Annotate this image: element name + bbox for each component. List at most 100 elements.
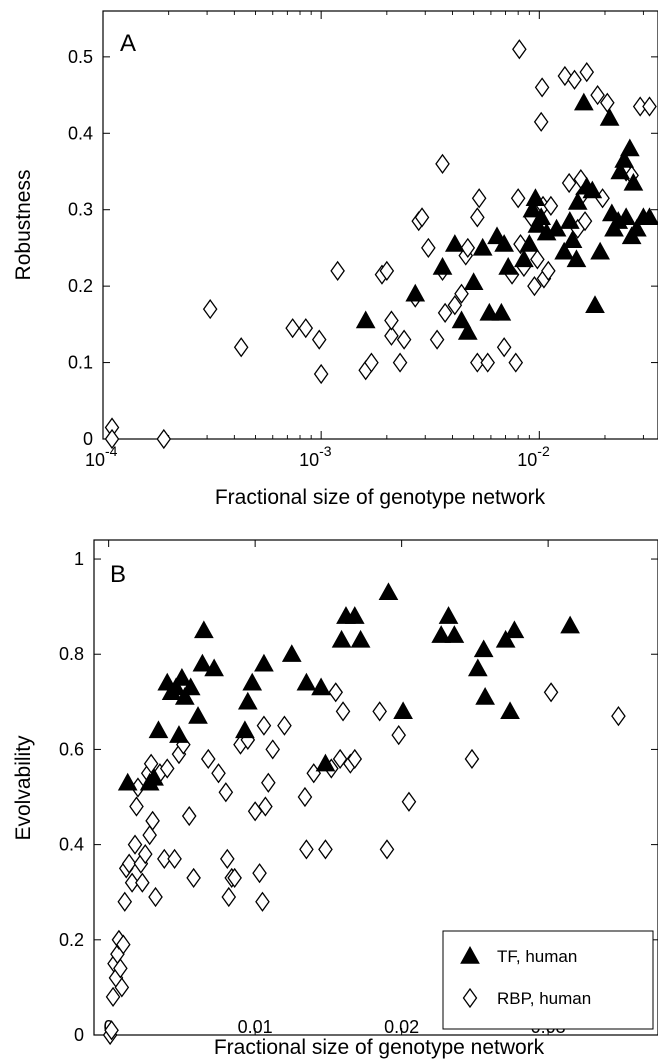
rbp-point-a	[561, 172, 577, 194]
rbp-point-b	[372, 701, 387, 722]
y-tick-label-b: 0.4	[59, 835, 84, 855]
rbp-point-a	[414, 207, 430, 228]
rbp-point-a	[642, 96, 657, 117]
rbp-point-a	[480, 352, 496, 373]
rbp-point-b	[200, 748, 216, 770]
tf-point-a	[514, 249, 534, 268]
rbp-point-b	[105, 986, 121, 1008]
tf-point-b	[169, 725, 189, 743]
rbp-point-a	[534, 77, 550, 98]
tf-point-b	[393, 701, 413, 720]
tf-point-b	[166, 677, 186, 696]
panel-letter-b: B	[110, 561, 126, 588]
y-tick-label-a: 0	[83, 429, 93, 449]
rbp-point-a	[435, 153, 450, 174]
rbp-point-b	[145, 810, 160, 831]
rbp-point-a	[233, 337, 249, 358]
rbp-point-a	[364, 352, 379, 373]
rbp-point-a	[530, 249, 545, 270]
rbp-point-a	[396, 329, 412, 350]
rbp-point-b	[218, 782, 234, 803]
tf-point-a	[522, 199, 543, 218]
legend-diamond-icon	[462, 987, 478, 1009]
rbp-point-b	[347, 748, 363, 770]
tf-point-b	[344, 606, 365, 624]
tf-point-b	[475, 687, 495, 705]
y-tick-label-b: 1	[74, 549, 84, 569]
y-tick-label-b: 0.8	[59, 644, 84, 664]
tf-point-b	[180, 677, 201, 696]
y-tick-label-a: 0.1	[68, 353, 93, 373]
rbp-point-b	[391, 725, 407, 746]
rbp-point-a	[298, 318, 314, 339]
y-axis-a: 0 0.1 0.2 0.3 0.4 0.5	[68, 47, 658, 449]
rbp-point-b	[261, 772, 276, 793]
tf-point-b	[235, 720, 255, 739]
rbp-point-a	[496, 337, 512, 358]
rbp-point-a	[392, 352, 408, 373]
legend-marker-tf	[460, 945, 480, 964]
rbp-point-a	[454, 283, 469, 304]
rbp-point-b	[159, 758, 175, 779]
tf-point-b	[281, 644, 302, 662]
rbp-point-b	[124, 872, 140, 893]
rbp-point-b	[115, 934, 131, 955]
rbp-point-a	[311, 329, 327, 350]
tf-point-a	[472, 237, 493, 256]
rbp-point-a	[541, 260, 556, 281]
rbp-point-a	[590, 84, 605, 106]
rbp-point-a	[285, 318, 300, 339]
rbp-point-b	[221, 886, 237, 908]
rbp-point-a	[510, 188, 526, 209]
tf-point-b	[560, 615, 580, 634]
rbp-point-a	[567, 69, 582, 90]
tf-point-a	[405, 283, 426, 302]
x-axis-label-b: Fractional size of genotype network	[214, 1036, 545, 1059]
rbp-point-b	[137, 844, 153, 865]
tf-point-a	[627, 218, 647, 237]
rbp-point-b	[157, 848, 172, 870]
rbp-point-b	[148, 886, 163, 908]
rbp-point-b	[252, 863, 267, 884]
tf-point-b	[144, 767, 164, 786]
tf-point-a	[451, 310, 472, 329]
tf-point-b	[242, 672, 263, 691]
tf-point-a	[610, 161, 631, 180]
legend-marker-rbp	[462, 987, 478, 1009]
rbp-point-a	[579, 62, 595, 83]
y-axis-label-b: Evolvability	[12, 735, 35, 841]
tf-point-b	[431, 625, 452, 643]
legend-triangle-icon	[460, 945, 480, 964]
rbp-point-a	[313, 363, 329, 385]
rbp-point-a	[437, 302, 453, 324]
x-tick-label-b: 0.01	[238, 1017, 273, 1037]
rbp-point-b	[135, 872, 150, 893]
tf-point-a	[614, 150, 635, 168]
rbp-point-a	[533, 111, 549, 132]
rbp-point-a	[471, 188, 487, 209]
rbp-point-b	[142, 824, 157, 846]
rbp-point-b	[401, 791, 417, 812]
legend: TF, human RBP, human	[442, 930, 654, 1030]
rbp-point-b	[328, 682, 344, 703]
tf-point-a	[619, 138, 640, 157]
tf-point-a	[432, 257, 453, 275]
rbp-point-a	[577, 211, 593, 232]
tf-point-b	[438, 606, 459, 624]
rbp-point-b	[127, 834, 143, 855]
tf-point-a	[599, 107, 620, 126]
tf-point-a	[519, 234, 540, 252]
tf-point-a	[531, 207, 552, 226]
x-tick-exp-a: -3	[319, 443, 332, 459]
x-axis-label-a: Fractional size of genotype network	[215, 486, 546, 509]
tf-point-b	[174, 687, 195, 705]
tf-point-a	[498, 257, 519, 275]
tf-point-a	[573, 92, 594, 111]
tf-point-a	[355, 310, 376, 329]
rbp-point-b	[114, 977, 130, 998]
tf-point-a	[444, 234, 465, 252]
rbp-point-a	[156, 428, 172, 450]
tf-point-a	[590, 241, 610, 260]
rbp-point-b	[299, 839, 314, 860]
